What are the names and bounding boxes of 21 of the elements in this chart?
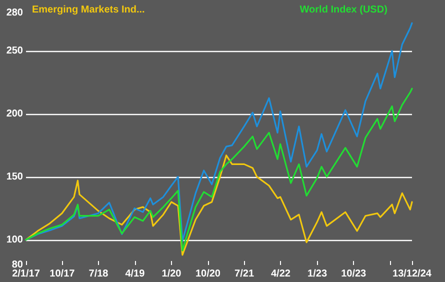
- x-tick-label: 1/23: [308, 268, 328, 280]
- x-tick-label: 7/21: [234, 268, 254, 280]
- x-tick-label: 13/12/24: [392, 268, 432, 280]
- line-series: [25, 88, 413, 252]
- x-tick-label: 1/20: [162, 268, 182, 280]
- x-tick-label: 4/22: [270, 268, 291, 280]
- text: Emerging Markets Ind...: [32, 4, 146, 16]
- x-tick-label: 4/19: [125, 268, 146, 280]
- x-tick-label: 10/20: [195, 268, 221, 280]
- x-tick-label: 10/23: [341, 268, 367, 280]
- y-tick-label: 250: [6, 45, 24, 56]
- line-series: [25, 154, 413, 256]
- y-tick-label: 280: [6, 8, 24, 18]
- x-tick-label: 2/1/17: [12, 268, 40, 280]
- y-tick-label: 100: [6, 234, 24, 246]
- y-tick-label: 80: [12, 260, 24, 270]
- y-tick-label: 200: [6, 108, 24, 120]
- x-tick-label: 7/18: [88, 268, 109, 280]
- text: World Index (USD): [300, 4, 388, 16]
- x-tick-label: 10/17: [50, 268, 76, 280]
- y-tick-label: 150: [6, 171, 24, 182]
